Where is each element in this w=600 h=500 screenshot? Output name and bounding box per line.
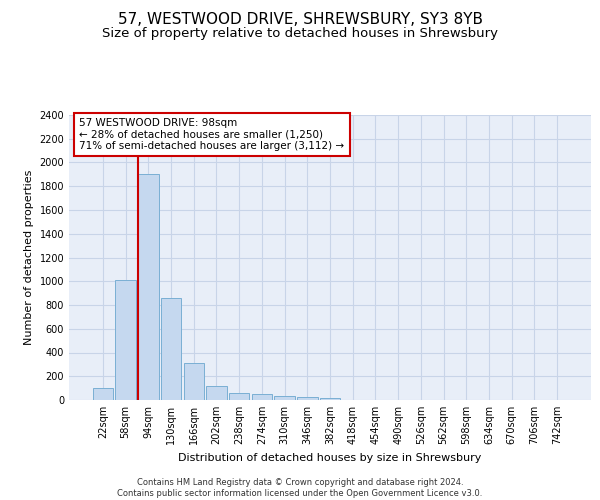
X-axis label: Distribution of detached houses by size in Shrewsbury: Distribution of detached houses by size … bbox=[178, 452, 482, 462]
Y-axis label: Number of detached properties: Number of detached properties bbox=[24, 170, 34, 345]
Bar bbox=[297, 398, 317, 400]
Bar bbox=[320, 398, 340, 400]
Bar bbox=[274, 396, 295, 400]
Bar bbox=[93, 388, 113, 400]
Bar bbox=[115, 280, 136, 400]
Bar bbox=[251, 394, 272, 400]
Text: Contains HM Land Registry data © Crown copyright and database right 2024.
Contai: Contains HM Land Registry data © Crown c… bbox=[118, 478, 482, 498]
Bar bbox=[161, 298, 181, 400]
Text: 57 WESTWOOD DRIVE: 98sqm
← 28% of detached houses are smaller (1,250)
71% of sem: 57 WESTWOOD DRIVE: 98sqm ← 28% of detach… bbox=[79, 118, 344, 151]
Bar bbox=[184, 362, 204, 400]
Text: 57, WESTWOOD DRIVE, SHREWSBURY, SY3 8YB: 57, WESTWOOD DRIVE, SHREWSBURY, SY3 8YB bbox=[118, 12, 482, 28]
Text: Size of property relative to detached houses in Shrewsbury: Size of property relative to detached ho… bbox=[102, 28, 498, 40]
Bar bbox=[138, 174, 158, 400]
Bar bbox=[206, 386, 227, 400]
Bar bbox=[229, 393, 250, 400]
